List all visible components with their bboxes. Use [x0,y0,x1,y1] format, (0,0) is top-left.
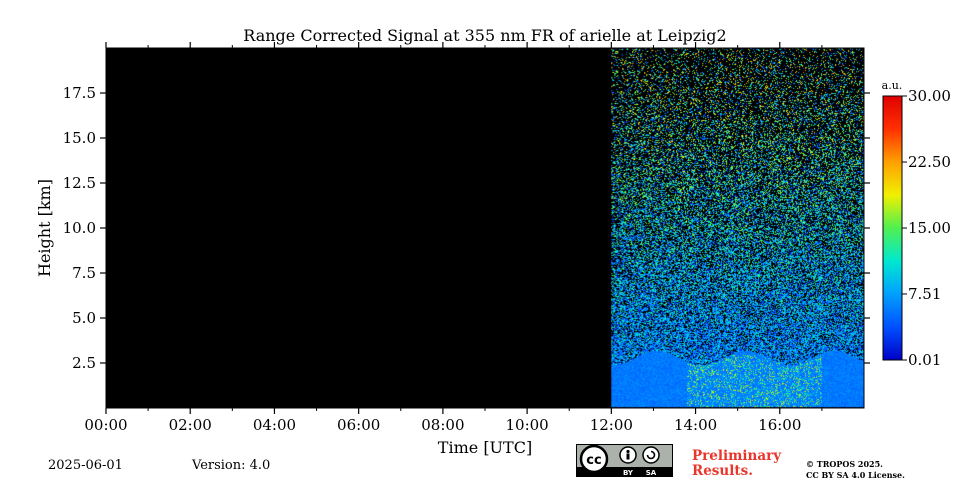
y-tick-label: 17.5 [63,84,96,102]
x-tick-label: 12:00 [590,416,633,434]
chart-title: Range Corrected Signal at 355 nm FR of a… [243,26,726,45]
y-axis-label: Height [km] [35,179,54,277]
colorbar-unit-label: a.u. [882,79,903,92]
x-tick-label: 04:00 [253,416,296,434]
cc-license-badge: cc BY SA [576,444,673,477]
y-tick-label: 5.0 [72,309,96,327]
colorbar [882,95,903,361]
x-tick-label: 10:00 [505,416,548,434]
colorbar-tick-label: 22.50 [908,153,951,171]
y-tick-label: 2.5 [72,354,96,372]
preliminary-results-note: Preliminary Results. [692,448,782,479]
colorbar-tick-label: 7.51 [908,285,941,303]
x-axis: 00:00 02:00 04:00 06:00 08:00 10:00 12:00 14:00… [84,42,823,434]
x-tick-label: 08:00 [421,416,464,434]
y-tick-label: 15.0 [63,129,96,147]
cc-logo-text: cc [586,453,601,468]
date-label: 2025-06-01 [48,458,123,473]
plot-area [105,47,865,409]
by-label: BY [623,469,634,476]
copyright-line-1: © TROPOS 2025. [806,459,883,469]
copyright-notice: © TROPOS 2025. CC BY SA 4.0 License. [806,459,916,480]
y-tick-label: 12.5 [63,174,96,192]
version-label: Version: 4.0 [192,458,271,473]
x-tick-label: 16:00 [758,416,801,434]
colorbar-tick-label: 15.00 [908,219,951,237]
sa-label: SA [646,469,657,476]
x-tick-label: 00:00 [84,416,127,434]
colorbar-tick-label: 30.00 [908,87,951,105]
x-tick-label: 02:00 [169,416,212,434]
x-tick-label: 06:00 [337,416,380,434]
y-tick-label: 7.5 [72,264,96,282]
x-tick-label: 14:00 [674,416,717,434]
heatmap-image [611,48,864,408]
copyright-line-2: CC BY SA 4.0 License. [806,469,905,480]
colorbar-tick-label: 0.01 [908,351,941,369]
share-alike-icon [642,446,660,464]
x-axis-label: Time [UTC] [438,438,532,457]
y-axis: 2.5 5.0 7.5 10.0 12.5 15.0 17.5 [63,84,870,372]
y-tick-label: 10.0 [63,219,96,237]
colorbar-ticks: 0.01 7.51 15.00 22.50 30.00 [902,87,951,369]
cc-logo-icon [579,445,609,474]
